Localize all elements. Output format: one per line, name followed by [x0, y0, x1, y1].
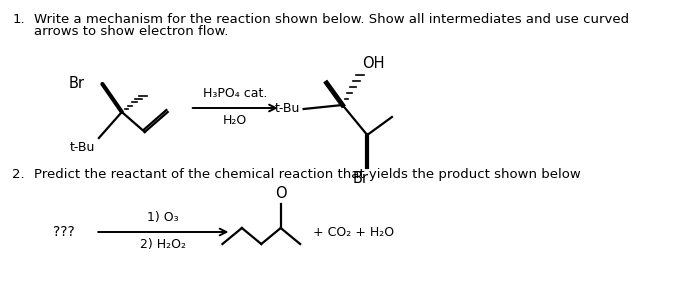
- Text: H₂O: H₂O: [223, 114, 247, 127]
- Text: Write a mechanism for the reaction shown below. Show all intermediates and use c: Write a mechanism for the reaction shown…: [34, 13, 629, 26]
- Text: 1) O₃: 1) O₃: [148, 211, 179, 224]
- Text: Predict the reactant of the chemical reaction that yields the product shown belo: Predict the reactant of the chemical rea…: [34, 168, 580, 181]
- Text: 1.: 1.: [13, 13, 25, 26]
- Text: t-Bu: t-Bu: [70, 141, 95, 154]
- Text: t-Bu: t-Bu: [275, 103, 300, 115]
- Text: 2.: 2.: [13, 168, 25, 181]
- Text: O: O: [275, 186, 286, 201]
- Text: H₃PO₄ cat.: H₃PO₄ cat.: [203, 87, 267, 100]
- Text: ???: ???: [52, 225, 74, 239]
- Text: Br: Br: [69, 76, 85, 90]
- Text: 2) H₂O₂: 2) H₂O₂: [140, 238, 186, 251]
- Text: OH: OH: [362, 56, 384, 71]
- Text: Br: Br: [352, 171, 368, 186]
- Text: arrows to show electron flow.: arrows to show electron flow.: [34, 25, 228, 38]
- Text: + CO₂ + H₂O: + CO₂ + H₂O: [314, 225, 395, 239]
